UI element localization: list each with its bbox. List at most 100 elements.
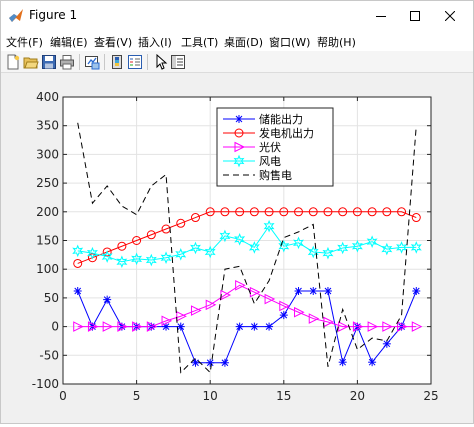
menu-tools[interactable]: 工具(T)	[181, 36, 219, 49]
data-point-series-1	[73, 287, 82, 296]
x-tick-label: 25	[423, 389, 438, 403]
data-point-series-3	[132, 321, 143, 332]
data-point-series-4	[204, 245, 216, 259]
x-tick-label: 10	[203, 389, 218, 403]
data-point-series-2	[323, 207, 333, 217]
menu-view[interactable]: 查看(V)	[94, 36, 133, 49]
legend-marker-1	[235, 115, 243, 123]
data-point-series-2	[117, 241, 127, 251]
data-point-series-2	[382, 207, 392, 217]
data-point-series-3	[397, 321, 408, 332]
close-button[interactable]	[427, 1, 473, 31]
x-tick-label: 15	[276, 389, 291, 403]
data-point-series-1	[103, 295, 112, 304]
toolbar-separator	[147, 54, 148, 70]
data-point-series-4	[337, 241, 349, 255]
data-point-series-4	[263, 219, 275, 233]
data-point-series-4	[381, 242, 393, 256]
legend-icon[interactable]	[127, 54, 143, 70]
data-point-series-2	[176, 218, 186, 228]
data-point-series-1	[220, 358, 229, 367]
print-icon[interactable]	[59, 54, 75, 70]
legend-marker-2	[234, 128, 244, 138]
data-point-series-4	[351, 239, 363, 253]
y-tick-label: 100	[36, 262, 59, 276]
colorbar-icon[interactable]	[109, 54, 125, 70]
data-point-series-2	[294, 207, 304, 217]
data-point-series-3	[367, 321, 379, 332]
y-tick-label: 150	[36, 234, 59, 248]
x-tick-label: 5	[133, 389, 141, 403]
data-point-series-4	[190, 241, 201, 255]
data-point-series-3	[352, 321, 364, 332]
minimize-button[interactable]	[358, 1, 404, 31]
data-point-series-1	[279, 311, 288, 320]
toolbar-separator	[104, 54, 105, 70]
data-point-series-1	[191, 358, 200, 367]
save-icon[interactable]	[41, 54, 57, 70]
y-tick-label: 400	[36, 90, 59, 104]
legend-label-1: 储能出力	[259, 112, 303, 126]
data-point-series-4	[116, 255, 128, 269]
data-point-series-2	[102, 247, 112, 257]
data-point-series-4	[410, 241, 422, 254]
maximize-button[interactable]	[392, 1, 438, 31]
data-point-series-1	[294, 287, 303, 296]
menu-help[interactable]: 帮助(H)	[317, 36, 356, 49]
data-point-series-4	[278, 239, 290, 253]
data-point-series-1	[206, 358, 215, 367]
menu-desktop[interactable]: 桌面(D)	[224, 36, 264, 49]
matlab-logo-icon	[9, 9, 23, 22]
data-point-series-4	[366, 235, 378, 248]
y-tick-label: 0	[51, 320, 59, 334]
legend-label-3: 光伏	[259, 140, 281, 154]
menu-file[interactable]: 文件(F)	[6, 36, 43, 49]
maximize-icon	[410, 11, 420, 21]
legend-label-4: 风电	[259, 155, 281, 168]
y-tick-label: 200	[36, 205, 59, 219]
data-point-series-2	[132, 236, 142, 245]
data-point-series-4	[396, 241, 408, 254]
data-point-series-2	[367, 207, 377, 217]
series-line-3	[77, 284, 417, 328]
x-tick-label: 0	[59, 389, 67, 403]
legend-marker-4	[233, 154, 245, 168]
y-tick-label: 300	[36, 147, 59, 161]
minimize-icon	[376, 16, 386, 17]
open-file-icon[interactable]	[23, 54, 39, 70]
data-point-series-2	[264, 207, 274, 217]
data-point-series-2	[411, 213, 421, 223]
y-tick-label: 250	[36, 176, 59, 190]
data-point-series-2	[352, 207, 362, 217]
data-point-series-2	[73, 258, 83, 268]
data-point-series-1	[323, 287, 332, 296]
toolbar-separator	[79, 54, 80, 70]
data-point-series-3	[161, 315, 173, 327]
data-point-series-4	[307, 245, 319, 259]
data-point-series-3	[73, 321, 84, 332]
new-figure-icon[interactable]	[5, 54, 21, 70]
line-chart: 0 5 10 15 20 25 -100 -50 0 50 100 150 200 250 300 350 40…	[32, 90, 439, 403]
data-point-series-2	[87, 253, 97, 263]
data-point-series-3	[382, 321, 393, 332]
data-point-series-2	[249, 207, 259, 217]
data-point-series-1	[309, 287, 318, 296]
data-point-series-3	[323, 316, 335, 328]
figure-canvas: 0 5 10 15 20 25 -100 -50 0 50 100 150 200 250 300 350 40…	[1, 74, 473, 423]
menu-insert[interactable]: 插入(I)	[138, 36, 172, 49]
property-inspector-icon[interactable]	[170, 54, 186, 70]
data-point-series-3	[411, 321, 423, 332]
data-point-series-3	[87, 321, 99, 332]
data-point-series-2	[279, 207, 289, 217]
window-title: Figure 1	[29, 8, 78, 22]
data-point-series-4	[86, 246, 98, 260]
pointer-arrow-icon[interactable]	[152, 54, 168, 70]
data-point-series-1	[235, 322, 244, 331]
title-bar: Figure 1	[1, 1, 473, 31]
link-plot-icon[interactable]	[84, 54, 100, 70]
menu-edit[interactable]: 编辑(E)	[50, 36, 88, 49]
data-point-series-2	[205, 207, 215, 217]
menu-window[interactable]: 窗口(W)	[269, 36, 311, 49]
data-point-series-2	[220, 207, 230, 217]
